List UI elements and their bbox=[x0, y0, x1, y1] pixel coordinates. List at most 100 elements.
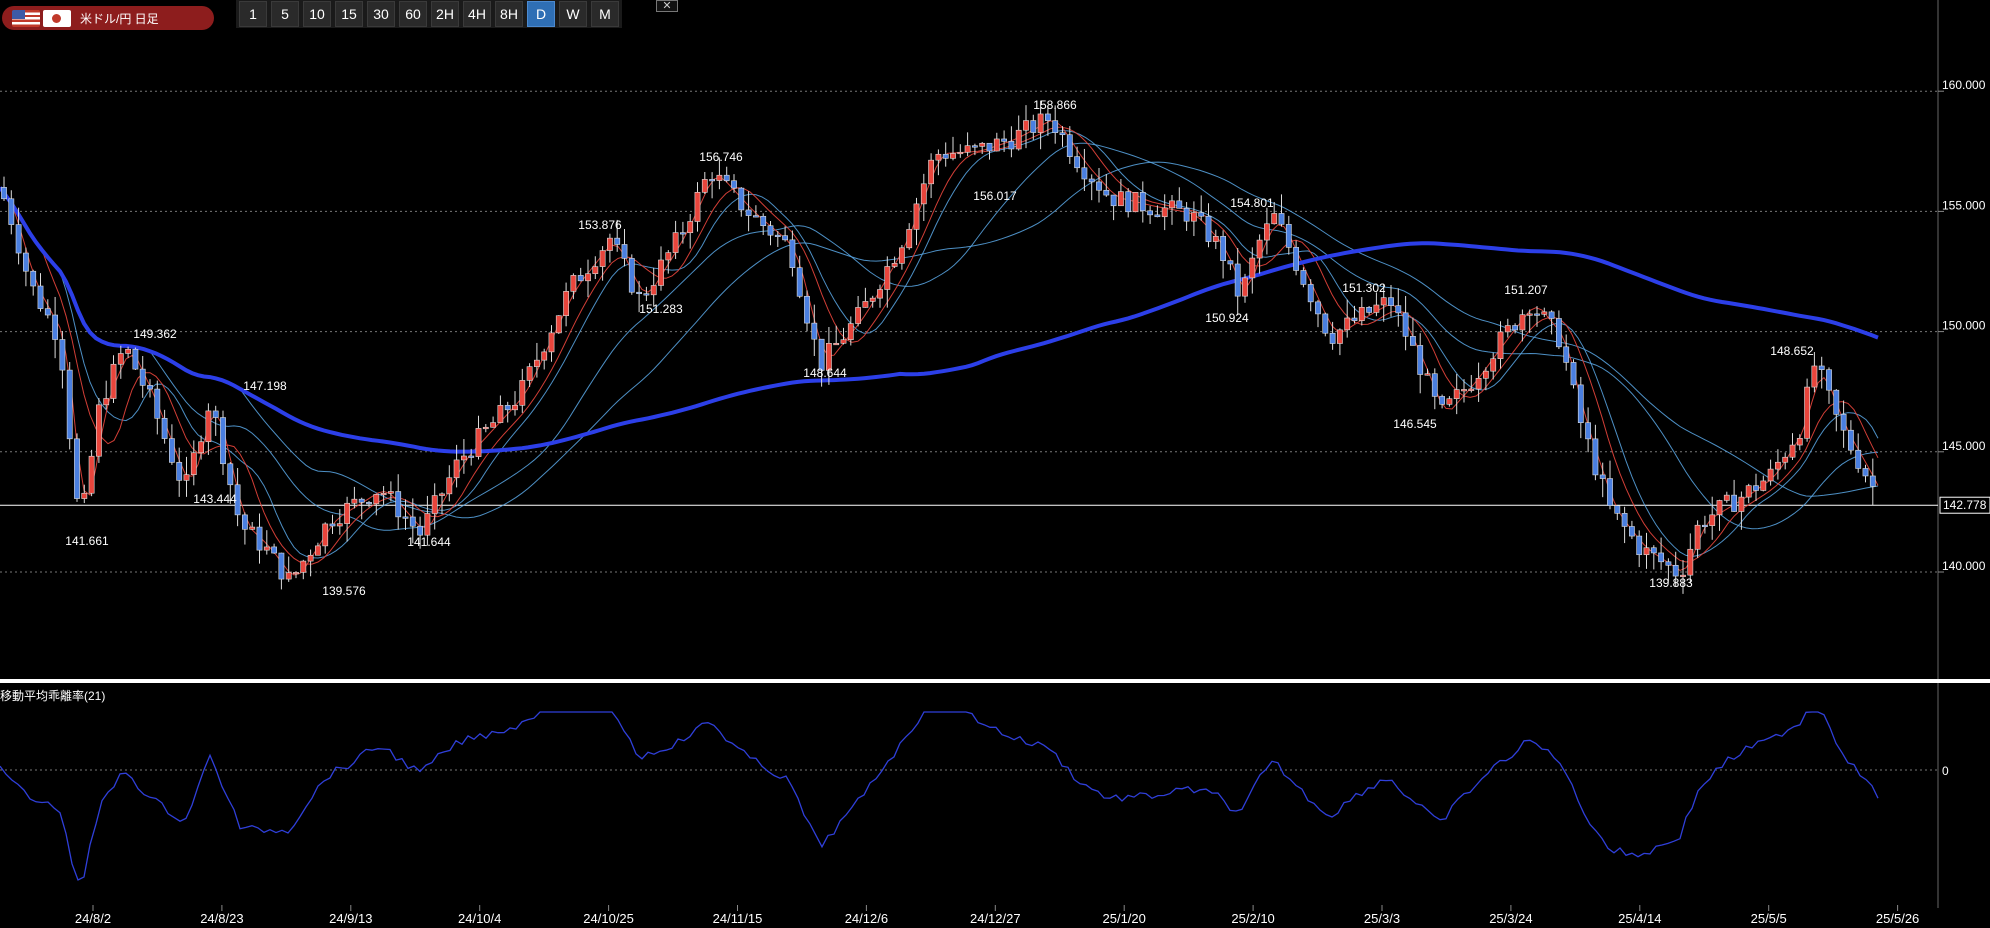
timeframe-button-15[interactable]: 15 bbox=[335, 1, 363, 27]
candle-body bbox=[1380, 297, 1387, 306]
candle-body bbox=[1205, 215, 1212, 242]
timeframe-button-60[interactable]: 60 bbox=[399, 1, 427, 27]
candle-body bbox=[154, 388, 161, 419]
candle-body bbox=[1680, 574, 1686, 577]
candle-body bbox=[220, 417, 226, 465]
timeframe-button-10[interactable]: 10 bbox=[303, 1, 331, 27]
candle-body bbox=[847, 323, 854, 341]
peak-price-label: 139.883 bbox=[1649, 576, 1693, 590]
symbol-selector[interactable]: 米ドル/円 日足 bbox=[2, 6, 214, 30]
candle-body bbox=[1738, 496, 1745, 512]
candle-body bbox=[446, 477, 453, 495]
candle-body bbox=[869, 297, 876, 302]
indicator-line bbox=[0, 711, 1879, 881]
peak-price-label: 139.576 bbox=[322, 584, 366, 598]
candle-body bbox=[336, 523, 343, 527]
candle-body bbox=[1818, 365, 1825, 370]
candle-body bbox=[745, 209, 752, 216]
candle-body bbox=[497, 405, 504, 423]
candle-body bbox=[1220, 236, 1226, 262]
candle-body bbox=[344, 502, 350, 524]
current-price-box bbox=[1939, 496, 1990, 514]
candle-body bbox=[1446, 398, 1453, 405]
candle-body bbox=[1059, 132, 1066, 136]
peak-price-label: 156.017 bbox=[973, 189, 1017, 203]
candle-body bbox=[468, 455, 475, 458]
timeframe-button-30[interactable]: 30 bbox=[367, 1, 395, 27]
candle-body bbox=[738, 187, 745, 211]
candle-body bbox=[628, 258, 635, 293]
candle-body bbox=[1504, 325, 1511, 333]
candle-body bbox=[1796, 438, 1803, 446]
candle-body bbox=[285, 572, 292, 580]
candle-body bbox=[906, 229, 913, 249]
candle-body bbox=[125, 348, 131, 354]
candle-body bbox=[132, 348, 139, 370]
japan-flag-icon bbox=[43, 9, 71, 27]
candle-body bbox=[1198, 212, 1205, 217]
candle-body bbox=[855, 307, 861, 324]
candle-body bbox=[249, 526, 256, 530]
candle-body bbox=[935, 153, 942, 161]
candle-body bbox=[898, 247, 905, 264]
candle-body bbox=[314, 545, 321, 556]
timeframe-button-1[interactable]: 1 bbox=[239, 1, 267, 27]
timeframe-button-8h[interactable]: 8H bbox=[495, 1, 523, 27]
ma-long-line bbox=[0, 186, 1879, 454]
ma-red-line bbox=[0, 126, 1879, 565]
timeframe-button-4h[interactable]: 4H bbox=[463, 1, 491, 27]
candle-body bbox=[44, 308, 51, 316]
timeframe-button-w[interactable]: W bbox=[559, 1, 587, 27]
candle-body bbox=[599, 250, 606, 267]
candle-body bbox=[1001, 138, 1007, 142]
timeframe-button-2h[interactable]: 2H bbox=[431, 1, 459, 27]
date-tick-label: 24/12/27 bbox=[970, 911, 1021, 926]
candle-body bbox=[1015, 129, 1022, 150]
candle-body bbox=[782, 235, 788, 241]
candle-body bbox=[198, 441, 204, 454]
candle-body bbox=[833, 342, 840, 346]
candle-body bbox=[570, 275, 577, 292]
candle-body bbox=[52, 314, 58, 340]
timeframe-button-5[interactable]: 5 bbox=[271, 1, 299, 27]
candle-body bbox=[1556, 318, 1562, 348]
candle-body bbox=[621, 244, 628, 259]
candle-body bbox=[694, 192, 701, 222]
candle-body bbox=[1475, 377, 1482, 390]
candle-body bbox=[541, 351, 548, 361]
timeframe-button-m[interactable]: M bbox=[591, 1, 619, 27]
candle-body bbox=[1329, 332, 1336, 344]
candle-body bbox=[271, 546, 277, 554]
candle-body bbox=[30, 270, 37, 287]
date-tick-label: 25/1/20 bbox=[1103, 911, 1146, 926]
candle-body bbox=[1636, 535, 1643, 556]
candle-body bbox=[1862, 468, 1869, 477]
close-icon[interactable]: ✕ bbox=[656, 0, 678, 12]
candle-body bbox=[913, 203, 920, 230]
candle-body bbox=[1585, 422, 1591, 440]
candle-body bbox=[891, 263, 898, 267]
indicator-title: 移動平均乖離率(21) bbox=[0, 688, 105, 703]
candle-body bbox=[825, 343, 832, 371]
candle-body bbox=[475, 428, 482, 457]
candle-body bbox=[1169, 200, 1175, 209]
candle-body bbox=[1176, 200, 1183, 209]
candle-body bbox=[548, 332, 555, 353]
candle-body bbox=[1869, 475, 1876, 487]
candle-body bbox=[577, 275, 584, 282]
candle-body bbox=[862, 301, 869, 308]
timeframe-button-d[interactable]: D bbox=[527, 1, 555, 27]
candle-body bbox=[103, 398, 110, 406]
candle-body bbox=[964, 145, 971, 153]
peak-price-label: 151.302 bbox=[1342, 281, 1386, 295]
date-tick-label: 25/5/5 bbox=[1751, 911, 1787, 926]
candle-body bbox=[636, 291, 642, 295]
candle-body bbox=[278, 552, 285, 580]
candle-body bbox=[1731, 494, 1737, 512]
ma-red-line bbox=[0, 120, 1879, 576]
candle-body bbox=[1577, 384, 1584, 424]
candle-body bbox=[658, 259, 664, 286]
candle-body bbox=[453, 459, 460, 479]
